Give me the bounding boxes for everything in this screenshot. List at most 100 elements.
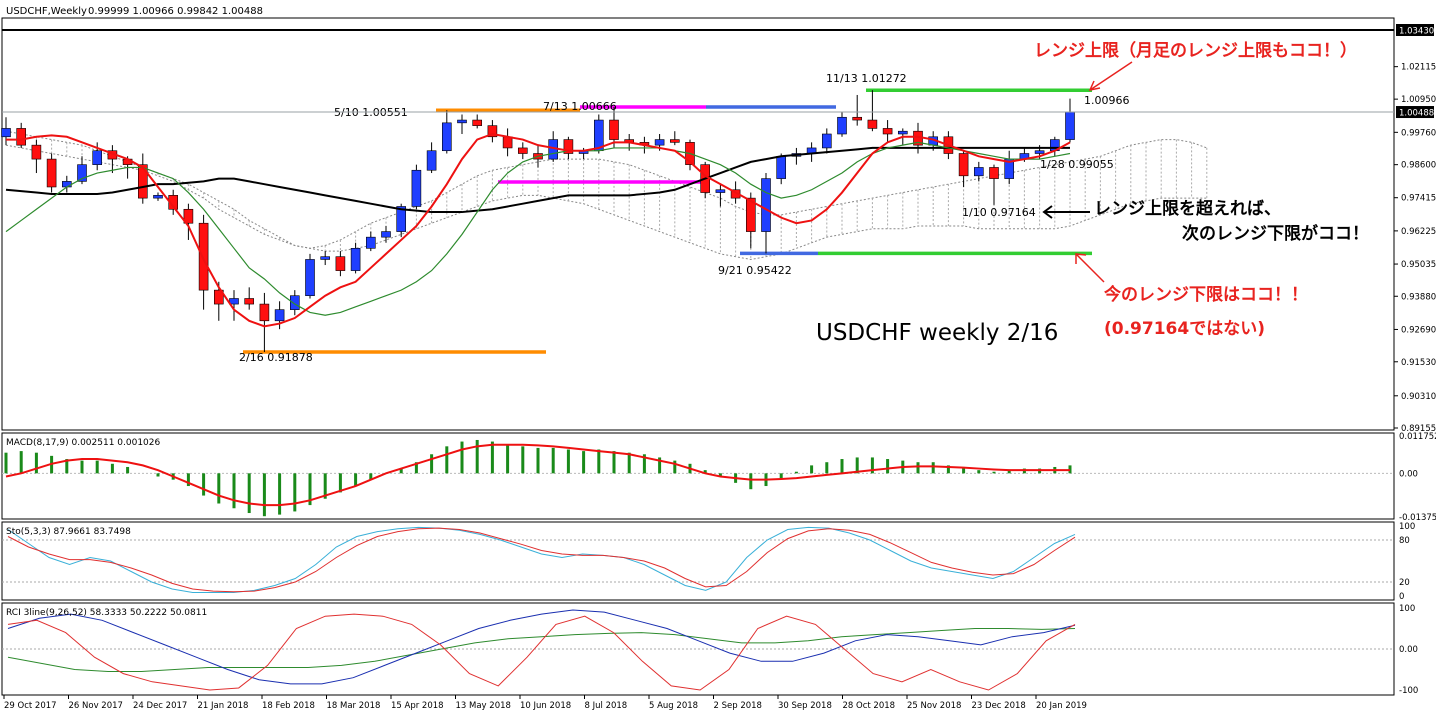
current-price-box: [1396, 106, 1434, 119]
candle-body: [153, 195, 163, 199]
moving-average-lines: [5, 132, 1071, 328]
candle-body: [882, 128, 893, 135]
candle-body: [487, 125, 498, 138]
candle-body: [289, 295, 300, 310]
candle-body: [654, 139, 665, 146]
price-axis: 1.03430 1.02115 1.00950 1.00488 0.99760 0.986…: [2, 24, 1436, 434]
macd-label: MACD(8,17,9) 0.002511 0.001026: [6, 438, 161, 448]
candle-body: [563, 139, 574, 154]
candle-body: [305, 259, 315, 297]
candle-body: [897, 130, 908, 135]
candle-body: [381, 231, 391, 238]
top-price-box: [1396, 24, 1434, 36]
arrow-exceed-head: [1042, 205, 1053, 219]
stoch-signal-line: [7, 527, 1076, 593]
range-top-note: レンジ上限（月足のレンジ上限もココ！）: [1034, 40, 1357, 61]
rci-axis-label: 0.00: [1399, 645, 1418, 655]
candle-body: [183, 208, 194, 224]
date-axis: 29 Oct 2017 26 Nov 2017 24 Dec 2017 21 Jan …: [3, 695, 1087, 711]
price-annotation: 1/28 0.99055: [1040, 158, 1114, 171]
rci-panel: 100 0.00 -100: [2, 604, 1418, 696]
date-tick-label: 28 Oct 2018: [843, 701, 896, 711]
price-tick-label: 0.93880: [1401, 292, 1436, 302]
price-tick-label: 0.91530: [1401, 358, 1436, 368]
candle-body: [214, 289, 224, 305]
candle-body: [31, 144, 42, 160]
stoch-main-line: [7, 526, 1076, 593]
top-price-label: 1.03430: [1399, 27, 1434, 37]
stoch-label: Sto(5,3,3) 87.9661 83.7498: [6, 527, 131, 537]
candle-body: [973, 167, 984, 177]
candle-body: [244, 298, 254, 305]
candle-body: [761, 178, 771, 232]
stoch-axis-label: 20: [1399, 578, 1410, 588]
candle-body: [776, 156, 787, 179]
candle-body: [609, 119, 619, 140]
rci-mid-line: [7, 609, 1076, 685]
candle-body: [837, 116, 847, 135]
ma-slow-line: [5, 146, 1070, 214]
chart-overlay-title: USDCHF weekly 2/16: [816, 320, 1058, 346]
price-tick-label: 0.98600: [1401, 161, 1436, 171]
candle-body: [16, 128, 27, 146]
macd-signal-line: [5, 443, 1070, 507]
arrow-range-top-head: [1088, 80, 1101, 92]
date-tick-label: 26 Nov 2017: [69, 701, 123, 711]
date-tick-label: 10 Jun 2018: [520, 701, 571, 711]
candle-body: [61, 181, 72, 188]
candle-body: [1065, 111, 1075, 140]
main-panel-frame: [1, 17, 1395, 431]
candle-body: [852, 116, 863, 121]
range-level-lines: [243, 88, 1092, 354]
candle-body: [715, 189, 726, 193]
rci-fast-line: [7, 613, 1076, 691]
ma-mid-line: [5, 141, 1071, 316]
candle-body: [92, 150, 102, 165]
candle-body: [821, 133, 832, 149]
macd-panel-frame: [1, 432, 1395, 520]
arrow-range-bottom: [1075, 253, 1105, 283]
price-annotation: 1/10 0.97164: [962, 206, 1036, 219]
candle-body: [1, 128, 11, 138]
candle-body: [320, 256, 331, 260]
candle-body: [1034, 150, 1045, 154]
rci-axis-label: 100: [1399, 604, 1415, 614]
date-tick-label: 13 May 2018: [456, 701, 511, 711]
symbol-header: USDCHF,Weekly: [6, 6, 87, 17]
candle-body: [867, 119, 878, 129]
price-annotation: 1.00966: [1084, 94, 1130, 107]
range-bottom-note: 今のレンジ下限はココ！！: [1104, 284, 1308, 305]
candle-body: [77, 164, 87, 182]
macd-axis-label: 0.00: [1399, 469, 1418, 479]
stoch-axis-label: 0: [1399, 592, 1404, 602]
price-tick-label: 1.00950: [1401, 95, 1436, 105]
arrow-range-bottom-head: [1075, 253, 1087, 264]
price-tick-label: 0.95035: [1401, 260, 1436, 270]
stoch-axis-label: 100: [1399, 522, 1415, 532]
date-tick-label: 5 Aug 2018: [649, 701, 698, 711]
candle-body: [229, 298, 239, 305]
candle-body: [259, 303, 270, 322]
price-tick-label: 0.89155: [1401, 424, 1436, 434]
date-tick-label: 23 Dec 2018: [972, 701, 1026, 711]
rci-slow-line: [7, 628, 1076, 673]
candle-body: [350, 248, 361, 271]
candlesticks: [1, 90, 1075, 353]
candle-body: [517, 147, 528, 154]
candle-body: [46, 158, 57, 188]
macd-axis-label: 0.011752: [1399, 432, 1436, 442]
candle-body: [138, 164, 148, 199]
date-tick-label: 24 Dec 2017: [133, 701, 187, 711]
price-annotation: 7/13 1.00666: [543, 100, 617, 113]
candle-body: [441, 122, 452, 152]
exceed-note-line2: 次のレンジ下限がココ！: [1182, 223, 1369, 244]
price-annotation: 2/16 0.91878: [239, 351, 313, 364]
date-tick-label: 18 Feb 2018: [262, 701, 315, 711]
stochastic-panel: 100 80 20 0: [2, 522, 1415, 602]
candle-body: [472, 119, 483, 126]
cloud-span-b: [5, 144, 1207, 260]
candle-body: [396, 206, 407, 232]
